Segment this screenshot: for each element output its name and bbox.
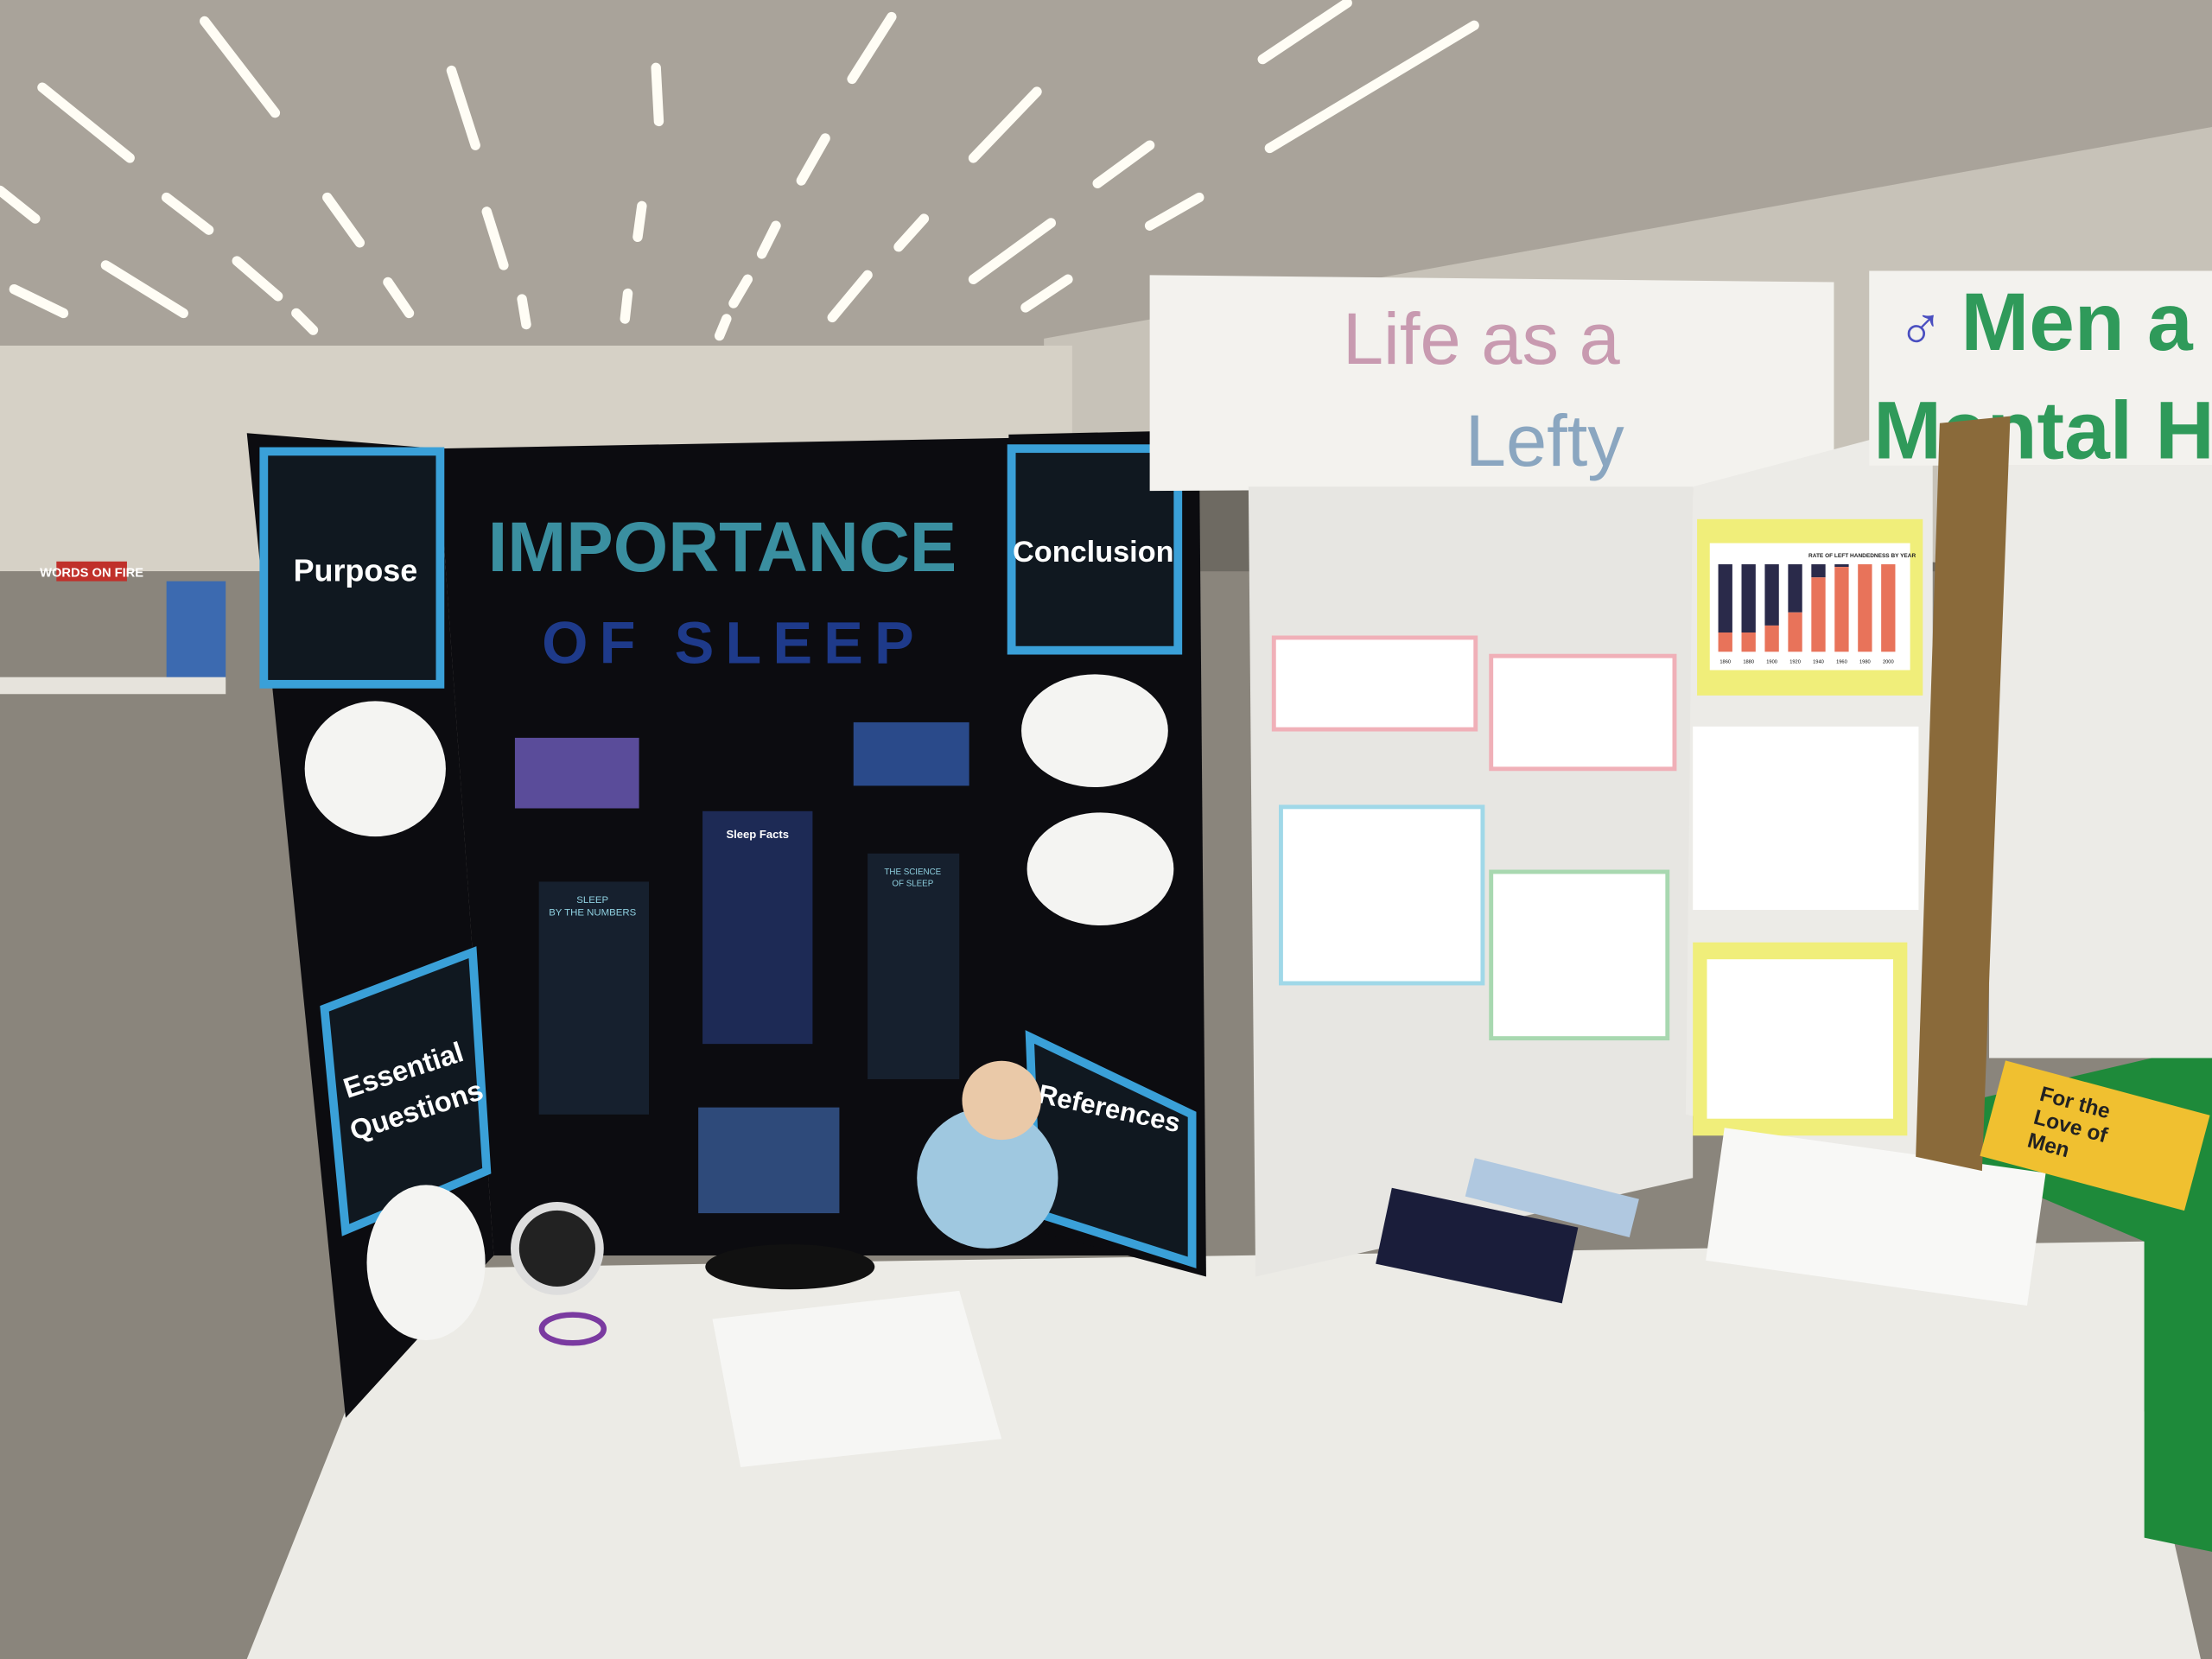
sleep-mask — [705, 1244, 875, 1290]
pen-pack — [1465, 1158, 1639, 1238]
bar-dark — [1811, 564, 1826, 578]
science-of-sleep-poster — [868, 853, 960, 1079]
bar-dark — [1764, 564, 1779, 626]
lefty-chart-bars: 1860 1880 1900 1920 1940 1960 1980 2000 — [1718, 564, 1896, 664]
purpose-heading: Purpose — [294, 553, 418, 588]
bar-orange — [1718, 632, 1732, 652]
purpose-card-lefty — [1489, 653, 1677, 772]
rubric-sheet — [712, 1290, 1002, 1467]
mental-health-title-line1: Men a — [1961, 276, 2194, 368]
year-label: 1940 — [1813, 659, 1824, 664]
bar-dark — [1788, 564, 1802, 613]
display-table — [246, 1241, 2201, 1659]
year-label: 1900 — [1766, 659, 1777, 664]
flags-chart — [1707, 959, 1894, 1119]
background-sign — [56, 561, 127, 582]
mental-health-title-line2: Mental H — [1873, 385, 2212, 477]
handout — [1706, 1128, 2046, 1306]
lefty-title-line1: Life as a — [1343, 297, 1621, 379]
lefty-chart — [1709, 543, 1910, 671]
year-label: 1960 — [1836, 659, 1847, 664]
purpose-card — [259, 447, 445, 689]
bar-dark — [1741, 564, 1756, 633]
bar-orange — [1764, 625, 1779, 652]
wristband — [538, 1312, 607, 1346]
sleep-by-numbers-poster — [538, 881, 650, 1115]
bar-orange — [1834, 567, 1849, 652]
sleep-facts-title: Sleep Facts — [726, 828, 789, 841]
sheep-image — [698, 1107, 840, 1214]
science-line1: THE SCIENCE — [884, 868, 941, 877]
year-label: 1880 — [1743, 659, 1754, 664]
year-label: 1980 — [1859, 659, 1871, 664]
essential-questions-card-lefty — [1271, 635, 1478, 732]
ceiling-lights — [0, 0, 1479, 341]
year-label: 1860 — [1719, 659, 1731, 664]
mental-health-panel — [1989, 465, 2212, 1058]
male-symbol-icon: ♂ — [1897, 295, 1944, 364]
bar-orange — [1741, 632, 1756, 652]
sleep-title-line2: OF SLEEP — [542, 609, 925, 676]
book — [1980, 1060, 2210, 1211]
bar-orange — [1881, 564, 1896, 652]
background-table — [0, 677, 226, 695]
plush-doll-head — [962, 1060, 1041, 1141]
science-line2: OF SLEEP — [892, 879, 933, 888]
bar-orange — [1811, 577, 1826, 652]
cardboard-sign — [1916, 416, 2011, 1172]
thought-clouds — [304, 674, 1174, 1341]
mental-health-header — [1869, 270, 2212, 466]
sleep-facts-poster — [702, 810, 813, 1045]
bar-dark — [1718, 564, 1732, 633]
year-label: 1920 — [1789, 659, 1801, 664]
year-label: 2000 — [1883, 659, 1894, 664]
lefty-chart-title: RATE OF LEFT HANDEDNESS BY YEAR — [1808, 553, 1916, 559]
essential-questions-card — [320, 946, 492, 1236]
brain-sleep-image — [514, 737, 639, 809]
lefty-board-header — [1149, 275, 1834, 492]
sleep-numbers-line1: SLEEP — [576, 895, 608, 906]
alarm-clock — [511, 1202, 604, 1295]
science-sleep-title: THE SCIENCE OF SLEEP — [884, 868, 941, 888]
bar-dark — [1834, 564, 1849, 568]
background-booth — [166, 581, 226, 680]
night-sky-image — [853, 721, 969, 786]
bar-orange — [1788, 612, 1802, 652]
plush-doll — [917, 1107, 1058, 1249]
famous-lefties-table — [1279, 804, 1485, 986]
famous-lefties-photos — [1489, 869, 1670, 1041]
bar-orange — [1858, 564, 1872, 652]
background-sign-text: WORDS ON FIRE — [40, 567, 143, 581]
conclusion-card-lefty — [1693, 726, 1919, 911]
sleep-title-line1: IMPORTANCE — [488, 508, 957, 587]
notebook — [1376, 1187, 1579, 1304]
lefty-title-line2: Lefty — [1465, 399, 1625, 481]
sleep-numbers-title: SLEEP BY THE NUMBERS — [549, 895, 636, 918]
conclusion-heading: Conclusion — [1013, 536, 1174, 569]
sleep-numbers-line2: BY THE NUMBERS — [549, 908, 636, 918]
